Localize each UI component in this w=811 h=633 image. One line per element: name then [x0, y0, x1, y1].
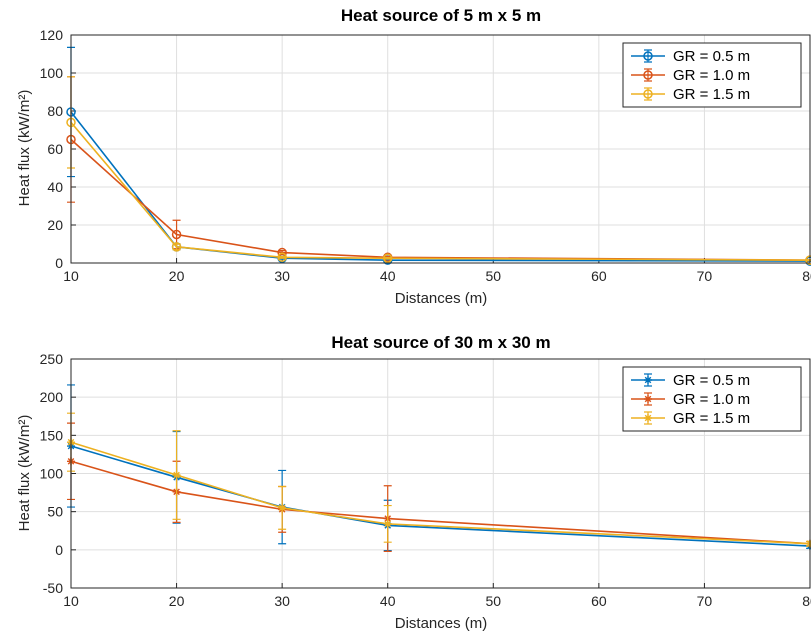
series [66, 46, 811, 266]
legend-swatch-marker [644, 414, 652, 422]
error-bar [278, 255, 287, 259]
legend-label: GR = 0.5 m [673, 48, 750, 65]
y-tick-label: 200 [40, 389, 64, 405]
series-line [70, 121, 811, 261]
x-tick-label: 50 [485, 593, 501, 609]
legend-label: GR = 1.5 m [673, 410, 750, 427]
x-tick-label: 60 [591, 268, 607, 284]
data-point [171, 229, 182, 240]
legend: GR = 0.5 m GR = 1.0 m GR = 1.5 m [622, 366, 802, 432]
y-tick-label: 40 [47, 179, 63, 195]
y-tick-label: 80 [47, 103, 63, 119]
y-tick-label: 20 [47, 217, 63, 233]
data-point [172, 471, 181, 480]
data-point [171, 242, 182, 252]
y-axis-label: Heat flux (kW/m²) [16, 90, 33, 207]
chart-title: Heat source of 5 m x 5 m [341, 6, 541, 25]
x-tick-label: 80 [802, 268, 811, 284]
legend: GR = 0.5 m GR = 1.0 m GR = 1.5 m [622, 42, 802, 108]
legend-label: GR = 1.5 m [673, 86, 750, 103]
x-tick-label: 50 [485, 268, 501, 284]
legend-label: GR = 1.0 m [673, 391, 750, 408]
legend-label: GR = 1.0 m [673, 67, 750, 84]
plot-frame [70, 358, 811, 589]
chart-30m-heat-source: Heat source of 30 m x 30 m Distances (m)… [16, 333, 811, 632]
x-tick-label: 60 [591, 593, 607, 609]
x-tick-label: 40 [380, 268, 396, 284]
y-tick-label: 120 [40, 27, 64, 43]
legend-swatch-marker [643, 89, 653, 99]
error-bar [383, 256, 392, 260]
y-tick-label: 250 [40, 351, 64, 367]
legend-swatch-marker [643, 70, 653, 80]
data-point [278, 503, 287, 512]
x-tick-label: 20 [169, 268, 185, 284]
x-tick-label: 10 [63, 593, 79, 609]
legend-entry: GR = 1.5 m [631, 410, 750, 427]
y-tick-label: 60 [47, 141, 63, 157]
legend-entry: GR = 1.5 m [631, 86, 750, 103]
legend-entry: GR = 1.0 m [631, 67, 750, 84]
x-tick-label: 20 [169, 593, 185, 609]
y-tick-label: 150 [40, 427, 64, 443]
y-tick-label: -50 [43, 580, 63, 596]
plot-frame [70, 34, 811, 264]
series [67, 384, 811, 552]
series-2 [67, 422, 811, 552]
legend-swatch-marker [644, 395, 652, 403]
x-axis-label: Distances (m) [395, 290, 488, 307]
legend-entry: GR = 0.5 m [631, 372, 750, 389]
y-tick-label: 50 [47, 504, 63, 520]
data-point [382, 253, 393, 263]
legend-entry: GR = 0.5 m [631, 48, 750, 65]
x-tick-label: 30 [274, 268, 290, 284]
tick-labels: 10 20 30 40 50 60 70 80 -50 0 50 100 150 200 250 [40, 351, 811, 609]
y-tick-label: 0 [55, 255, 63, 271]
data-point [383, 519, 392, 528]
y-tick-label: 100 [40, 65, 64, 81]
y-axis-label: Heat flux (kW/m²) [16, 415, 33, 532]
chart-5m-heat-source: Heat source of 5 m x 5 m Distances (m) H… [16, 6, 811, 307]
legend-entry: GR = 1.0 m [631, 391, 750, 408]
y-tick-label: 100 [40, 466, 64, 482]
x-axis-label: Distances (m) [395, 615, 488, 632]
tick-labels: 10 20 30 40 50 60 70 80 0 20 40 60 80 100 120 [40, 27, 811, 284]
y-tick-label: 0 [55, 542, 63, 558]
x-tick-label: 70 [697, 593, 713, 609]
legend-swatch-marker [644, 376, 652, 384]
data-point [277, 252, 287, 263]
x-tick-label: 70 [697, 268, 713, 284]
series-line [70, 445, 811, 547]
series-line [70, 138, 811, 261]
legend-label: GR = 0.5 m [673, 372, 750, 389]
x-tick-label: 10 [63, 268, 79, 284]
series-3 [67, 412, 811, 548]
chart-title: Heat source of 30 m x 30 m [331, 333, 550, 352]
x-tick-label: 40 [380, 593, 396, 609]
x-tick-label: 30 [274, 593, 290, 609]
legend-swatch-marker [643, 51, 653, 61]
x-tick-label: 80 [802, 593, 811, 609]
